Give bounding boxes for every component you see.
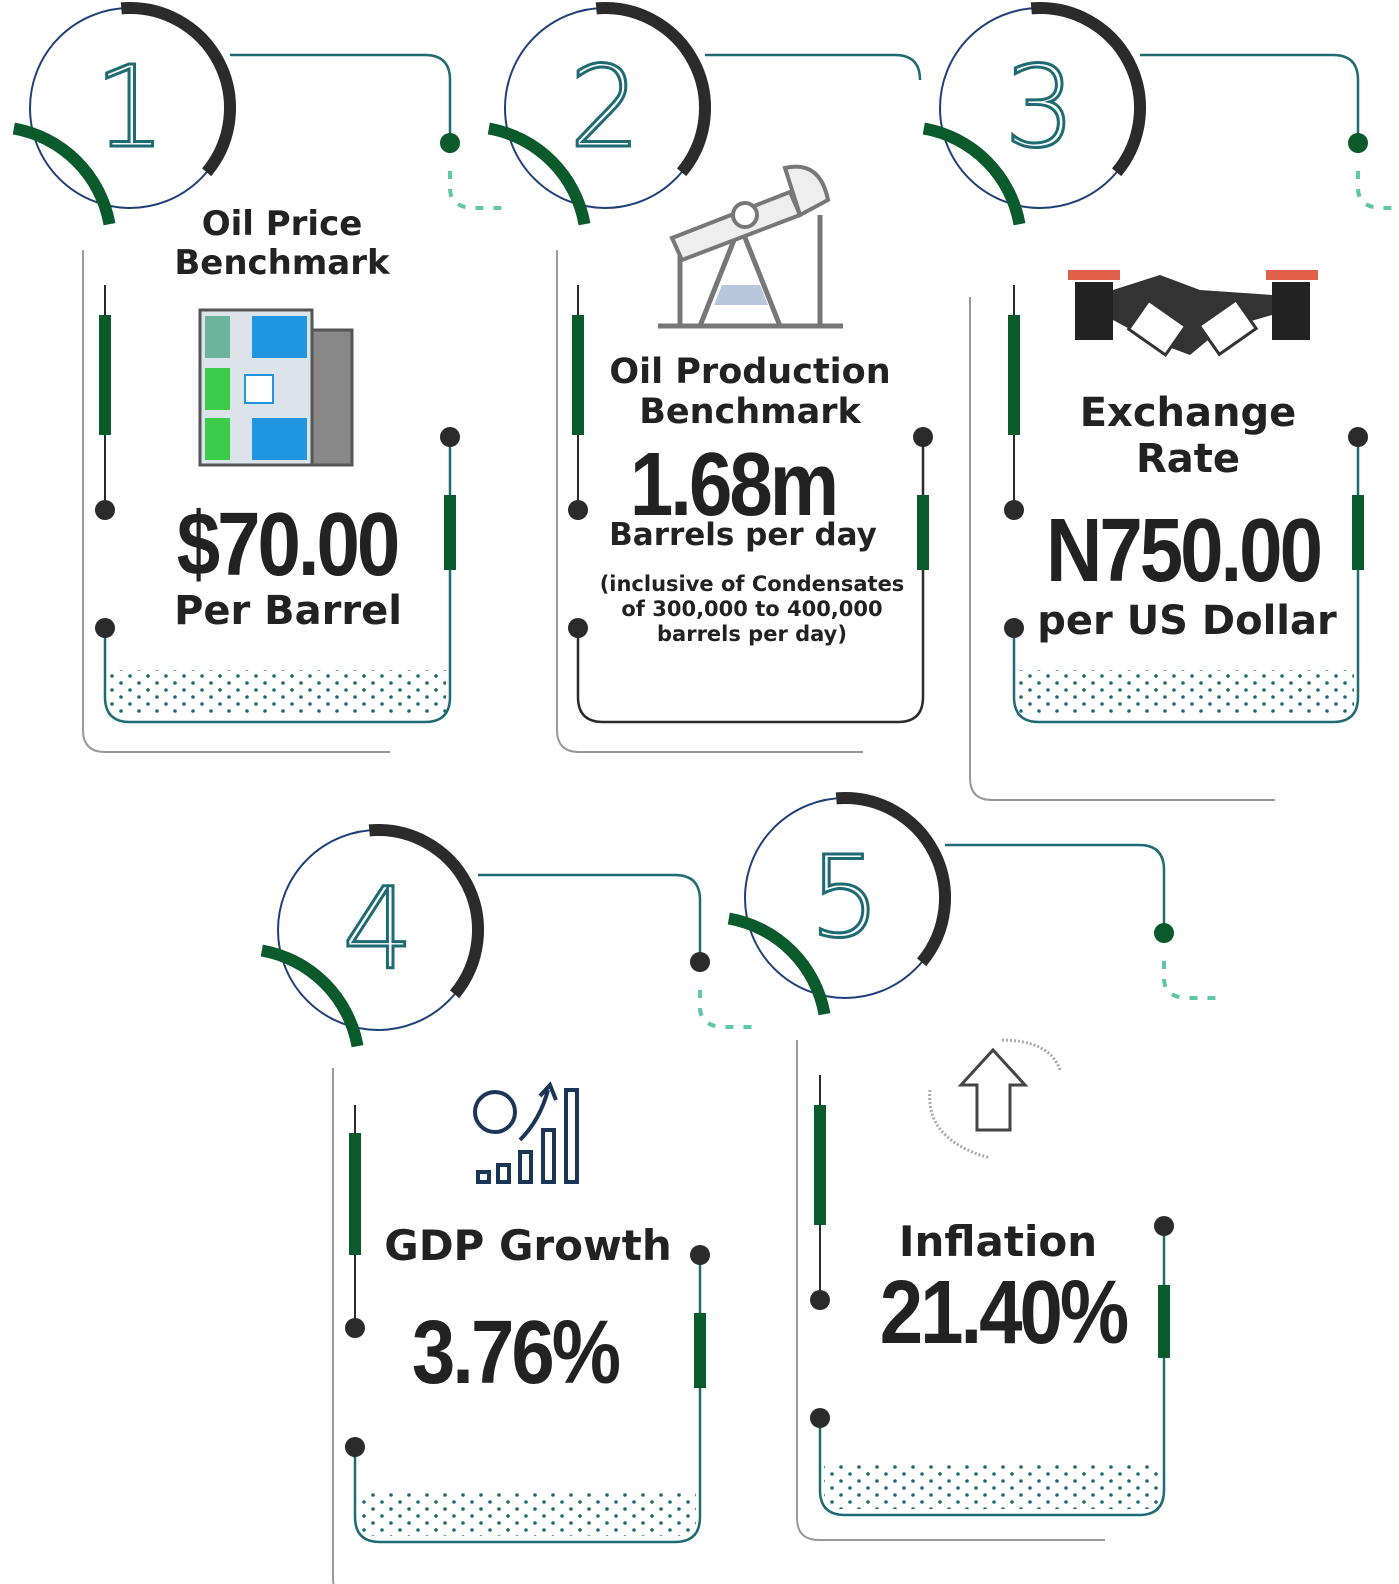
cuff (1266, 270, 1318, 280)
gdp-bar (520, 1152, 531, 1182)
node-dot (1004, 618, 1024, 638)
handshake-icon (1068, 270, 1318, 355)
card-number: 5 (809, 833, 880, 963)
card-title: Inflation (848, 1218, 1148, 1266)
inflation-icon (930, 1040, 1060, 1158)
dotted-fill (1018, 670, 1354, 716)
card-note: (inclusive of Condensates of 300,000 to … (597, 572, 907, 648)
card-value: 3.76% (412, 1301, 618, 1404)
node-dot (440, 427, 460, 447)
left-bar (99, 315, 111, 435)
cuff (1068, 270, 1120, 280)
card-value: N750.00 (1046, 499, 1320, 602)
pump-icon (658, 167, 843, 326)
pump-beam (672, 192, 800, 260)
dotted-fill (824, 1463, 1160, 1509)
card-title: Exchange Rate (1068, 390, 1308, 482)
node-dot (440, 133, 460, 153)
gdp-bar (566, 1090, 577, 1182)
right-bar (444, 495, 456, 570)
node-dot (810, 1290, 830, 1310)
dashed-connector (700, 990, 755, 1027)
connector (1140, 55, 1358, 143)
card-unit: Barrels per day (609, 518, 877, 554)
coin (475, 1092, 515, 1132)
node-dot (1348, 427, 1368, 447)
barrel-stripe (205, 418, 230, 460)
right-bar (694, 1313, 706, 1388)
gdp-icon (475, 1085, 577, 1182)
right-bar (1158, 1285, 1170, 1358)
page: {"cards": [ {"number": "1", "title": "Oi… (0, 0, 1399, 1584)
connector (945, 845, 1164, 933)
node-dot (690, 952, 710, 972)
card-title: Oil Price Benchmark (162, 205, 402, 283)
dashed-connector (450, 171, 505, 208)
card-number: 1 (94, 43, 165, 173)
node-dot (345, 1318, 365, 1338)
connector (478, 875, 700, 962)
barrel-stripe (252, 316, 307, 358)
node-dot (345, 1437, 365, 1457)
gdp-bar (543, 1130, 554, 1182)
right-bar (917, 495, 929, 570)
drop-label (245, 375, 273, 403)
infographic: 1 2 3 4 5 Oil Price Benchmark $70.00 Per Bar… (0, 0, 1399, 1584)
card-value: 21.40% (880, 1261, 1127, 1364)
card-frame: 5 (729, 798, 1219, 1540)
dotted-fill (359, 1490, 696, 1536)
left-bar (1008, 315, 1020, 435)
card-number: 4 (342, 865, 413, 995)
gdp-bar (478, 1172, 489, 1182)
left-bar (814, 1105, 826, 1225)
card-unit: per US Dollar (1037, 598, 1336, 644)
node-dot (1154, 923, 1174, 943)
pump-pivot (733, 203, 757, 227)
node-dot (1154, 1216, 1174, 1236)
node-dot (568, 500, 588, 520)
connector (705, 55, 920, 80)
barrel-back (312, 330, 352, 465)
sleeve (1075, 282, 1113, 340)
connector (230, 55, 450, 143)
barrel-icon (200, 310, 352, 465)
up-arrow (961, 1050, 1025, 1130)
dashed-connector (1164, 961, 1219, 998)
right-bar (1352, 495, 1364, 570)
barrel-stripe (252, 418, 307, 460)
card-number: 2 (569, 43, 640, 173)
dashed-connector (1358, 171, 1399, 208)
node-dot (95, 618, 115, 638)
node-dot (810, 1408, 830, 1428)
card-number: 3 (1004, 43, 1075, 173)
gdp-bar (498, 1165, 509, 1182)
left-bar (572, 315, 584, 435)
sleeve (1272, 282, 1310, 340)
node-dot (1348, 133, 1368, 153)
barrel-stripe (205, 316, 230, 358)
node-dot (95, 500, 115, 520)
pump-fill (714, 285, 768, 305)
node-dot (913, 427, 933, 447)
card-frame: 4 (262, 830, 755, 1584)
card-unit: Per Barrel (174, 588, 402, 634)
node-dot (568, 618, 588, 638)
card-title: Oil Production Benchmark (600, 352, 900, 433)
card-value: $70.00 (177, 493, 398, 596)
card-title: GDP Growth (358, 1222, 698, 1270)
node-dot (1004, 500, 1024, 520)
barrel-stripe (205, 368, 230, 410)
dotted-fill (109, 670, 446, 716)
